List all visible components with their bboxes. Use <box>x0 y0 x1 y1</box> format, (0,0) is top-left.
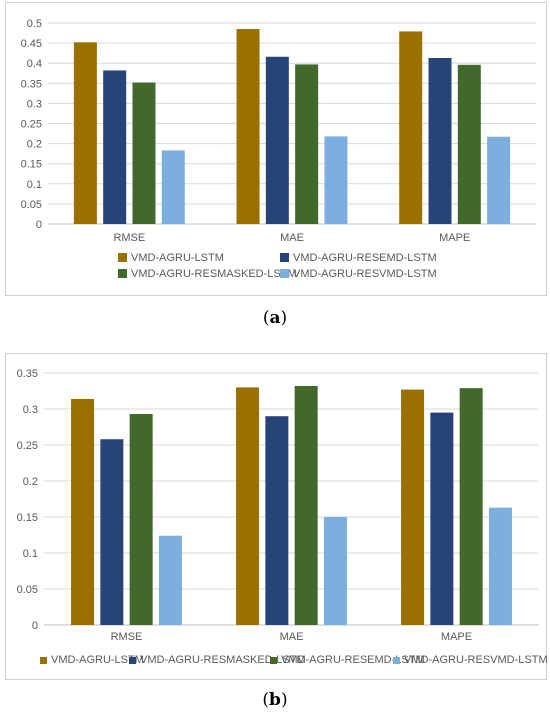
caption-b-letter: b <box>269 690 281 710</box>
bar <box>399 31 423 224</box>
bar <box>236 387 260 625</box>
bar <box>100 439 124 625</box>
legend-swatch <box>129 657 136 664</box>
bar <box>401 389 425 625</box>
legend-swatch <box>270 657 277 664</box>
bar <box>487 136 511 224</box>
x-category-label: MAPE <box>441 631 472 643</box>
legend-label: VMD-AGRU-RESVMD-LSTM <box>293 268 437 280</box>
legend-swatch <box>40 657 47 664</box>
bar <box>265 56 289 224</box>
y-tick-label: 0.05 <box>21 199 42 211</box>
y-tick-label: 0.25 <box>21 119 42 131</box>
y-tick-label: 0.2 <box>23 476 38 488</box>
legend-label: VMD-AGRU-RESMASKED-LSTM <box>140 654 306 666</box>
x-category-label: RMSE <box>111 631 143 643</box>
chart-panel-b: 0 0.05 0.1 0.15 0.2 0.25 0.3 0.35 RMSE MAE MAPE VMD… <box>5 353 548 680</box>
legend-swatch <box>393 657 400 664</box>
legend-swatch <box>280 269 289 278</box>
legend-swatch <box>118 269 127 278</box>
bar <box>294 385 318 625</box>
y-tick-label: 0.15 <box>21 159 42 171</box>
bar <box>132 82 156 224</box>
y-tick-label: 0.35 <box>17 368 38 380</box>
bar <box>103 70 127 224</box>
bar <box>459 388 483 625</box>
legend-label: VMD-AGRU-LSTM <box>51 654 144 666</box>
x-category-label: RMSE <box>113 232 145 244</box>
chart-panel-a: 0 0.05 0.1 0.15 0.2 0.25 0.3 0.35 0.4 0.45 0.5 RMSE… <box>5 2 547 296</box>
y-tick-label: 0.3 <box>23 404 38 416</box>
bar <box>295 64 319 224</box>
y-tick-label: 0.2 <box>27 139 42 151</box>
bar <box>71 398 95 625</box>
y-tick-label: 0.4 <box>27 58 42 70</box>
legend-swatch <box>118 253 127 262</box>
bar <box>129 414 153 625</box>
caption-a-letter: a <box>269 308 281 328</box>
legend-label: VMD-AGRU-RESEMD-LSTM <box>281 654 425 666</box>
y-tick-label: 0.1 <box>23 548 38 560</box>
bar <box>236 29 260 225</box>
y-tick-label: 0 <box>32 620 38 632</box>
y-tick-label: 0.1 <box>27 179 42 191</box>
y-tick-label: 0.5 <box>27 18 42 30</box>
bar <box>428 57 452 224</box>
x-category-label: MAE <box>280 232 304 244</box>
caption-a: (a) <box>262 308 288 328</box>
bar <box>324 136 348 224</box>
y-tick-label: 0.25 <box>17 440 38 452</box>
bar <box>265 416 289 625</box>
caption-b: (b) <box>262 690 288 710</box>
y-tick-label: 0.15 <box>17 512 38 524</box>
legend-swatch <box>280 253 289 262</box>
bar <box>158 535 182 625</box>
legend-label: VMD-AGRU-RESVMD-LSTM <box>404 654 548 666</box>
bar <box>73 42 97 224</box>
y-tick-label: 0.3 <box>27 98 42 110</box>
legend-label: VMD-AGRU-LSTM <box>131 252 224 264</box>
y-tick-label: 0.35 <box>21 78 42 90</box>
y-tick-label: 0.05 <box>17 584 38 596</box>
y-tick-label: 0.45 <box>21 38 42 50</box>
bar <box>161 150 185 224</box>
bar <box>457 64 481 224</box>
legend-label: VMD-AGRU-RESEMD-LSTM <box>293 252 437 264</box>
y-tick-label: 0 <box>36 219 42 231</box>
chart-b-svg: 0 0.05 0.1 0.15 0.2 0.25 0.3 0.35 RMSE MAE MAPE VMD… <box>17 368 548 666</box>
chart-a-svg: 0 0.05 0.1 0.15 0.2 0.25 0.3 0.35 0.4 0.45 0.5 RMSE… <box>21 18 536 280</box>
bar <box>323 517 347 625</box>
bar <box>488 507 512 625</box>
x-category-label: MAE <box>280 631 304 643</box>
x-category-label: MAPE <box>439 232 470 244</box>
bar <box>430 412 454 625</box>
legend-label: VMD-AGRU-RESMASKED-LSTM <box>131 268 297 280</box>
